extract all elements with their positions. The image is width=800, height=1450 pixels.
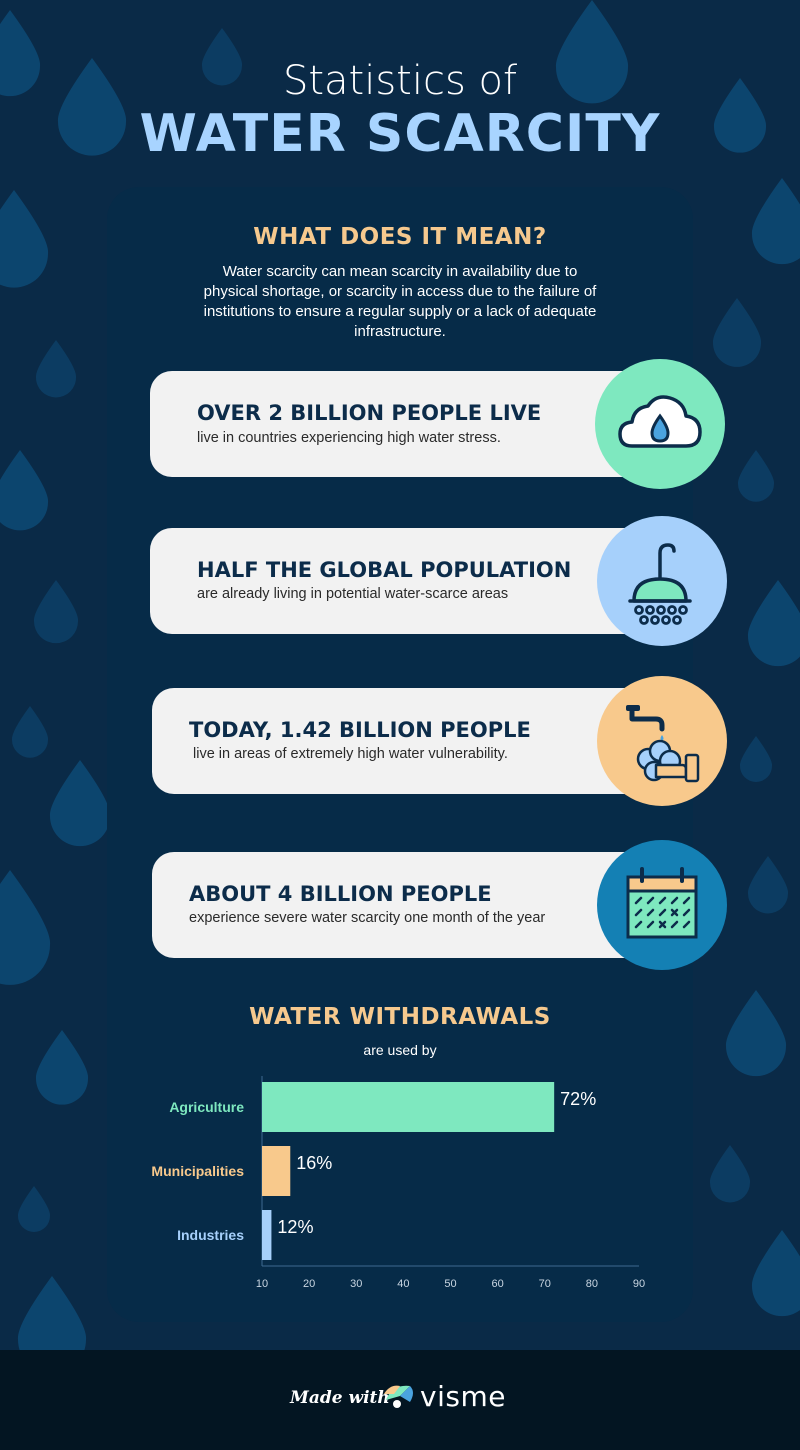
fact-text: live in areas of extremely high water vu…	[193, 746, 508, 762]
raindrop-shape	[747, 856, 789, 914]
fact-title: HALF THE GLOBAL POPULATION	[197, 558, 572, 582]
x-tick-label: 50	[444, 1278, 456, 1290]
raindrop-shape	[17, 1186, 51, 1232]
x-tick-label: 10	[256, 1278, 268, 1290]
fact-text: experience severe water scarcity one mon…	[189, 910, 546, 926]
value-label: 16%	[296, 1153, 332, 1173]
calendar-icon	[626, 867, 698, 939]
raindrop-shape	[709, 1145, 751, 1203]
bar-municipalities	[262, 1146, 291, 1196]
made-with-label: Made with	[290, 1388, 390, 1408]
raindrop-shape	[0, 450, 49, 531]
raindrop-shape	[712, 298, 762, 367]
faucet-hand-washing-icon	[626, 705, 700, 783]
fact-text: live in countries experiencing high wate…	[197, 430, 501, 446]
raindrop-shape	[739, 736, 773, 782]
raindrop-shape	[713, 78, 767, 153]
fact-icon-circle-1	[595, 359, 725, 489]
raindrop-shape	[751, 1230, 800, 1317]
page-title: WATER SCARCITY	[139, 104, 661, 164]
background-raindrops	[0, 0, 800, 1350]
fact-icon-circle-3	[597, 676, 727, 806]
raindrop-shape	[35, 340, 77, 398]
x-tick-label: 40	[397, 1278, 409, 1290]
intro-heading: WHAT DOES IT MEAN?	[253, 224, 547, 250]
bar-agriculture	[262, 1082, 555, 1132]
raindrop-shape	[17, 1276, 87, 1350]
raindrop-shape	[201, 28, 243, 86]
category-label: Industries	[177, 1227, 244, 1243]
fact-card-2: HALF THE GLOBAL POPULATION are already l…	[150, 528, 670, 634]
category-label: Municipalities	[151, 1163, 244, 1179]
x-tick-label: 20	[303, 1278, 315, 1290]
intro-text: Water scarcity can mean scarcity in avai…	[203, 263, 597, 340]
x-tick-label: 30	[350, 1278, 362, 1290]
footer: Made with visme	[0, 1350, 800, 1450]
x-tick-label: 90	[633, 1278, 645, 1290]
withdrawals-heading: WATER WITHDRAWALS	[249, 1004, 551, 1030]
raindrop-shape	[0, 870, 51, 985]
raindrop-shape	[35, 1030, 89, 1105]
x-tick-label: 60	[492, 1278, 504, 1290]
withdrawals-subheading: are used by	[363, 1042, 437, 1058]
raindrop-shape	[33, 580, 79, 644]
visme-logo-icon	[384, 1385, 413, 1408]
category-label: Agriculture	[169, 1099, 244, 1115]
x-tick-label: 80	[586, 1278, 598, 1290]
brand-name: visme	[420, 1380, 506, 1413]
value-label: 12%	[277, 1217, 313, 1237]
fact-title: ABOUT 4 BILLION PEOPLE	[189, 882, 492, 906]
fact-title: OVER 2 BILLION PEOPLE LIVE	[197, 401, 542, 425]
x-tick-label: 70	[539, 1278, 551, 1290]
raindrop-shape	[0, 190, 49, 288]
raindrop-shape	[49, 760, 111, 847]
fact-card-1: OVER 2 BILLION PEOPLE LIVE live in count…	[150, 371, 670, 477]
withdrawals-bar-chart: Agriculture 72% Municipalities 16% Industrie…	[151, 1076, 645, 1290]
fact-icon-circle-4	[597, 840, 727, 970]
cloud-water-drop-icon	[618, 395, 702, 448]
title-top: Statistics of	[282, 58, 518, 104]
raindrop-shape	[725, 990, 787, 1077]
fact-title: TODAY, 1.42 BILLION PEOPLE	[189, 718, 531, 742]
fact-text: are already living in potential water-sc…	[197, 586, 509, 602]
raindrop-shape	[747, 580, 800, 667]
fact-card-3: TODAY, 1.42 BILLION PEOPLE live in areas…	[152, 688, 670, 794]
raindrop-shape	[555, 0, 629, 104]
raindrop-shape	[57, 58, 127, 156]
shower-head-icon	[628, 543, 692, 625]
value-label: 72%	[560, 1089, 596, 1109]
raindrop-shape	[0, 10, 41, 97]
bar-industries	[262, 1210, 272, 1260]
raindrop-shape	[751, 178, 800, 265]
raindrop-shape	[737, 450, 775, 502]
raindrop-shape	[11, 706, 49, 758]
fact-card-4: ABOUT 4 BILLION PEOPLE experience severe…	[152, 852, 670, 958]
fact-icon-circle-2	[597, 516, 727, 646]
